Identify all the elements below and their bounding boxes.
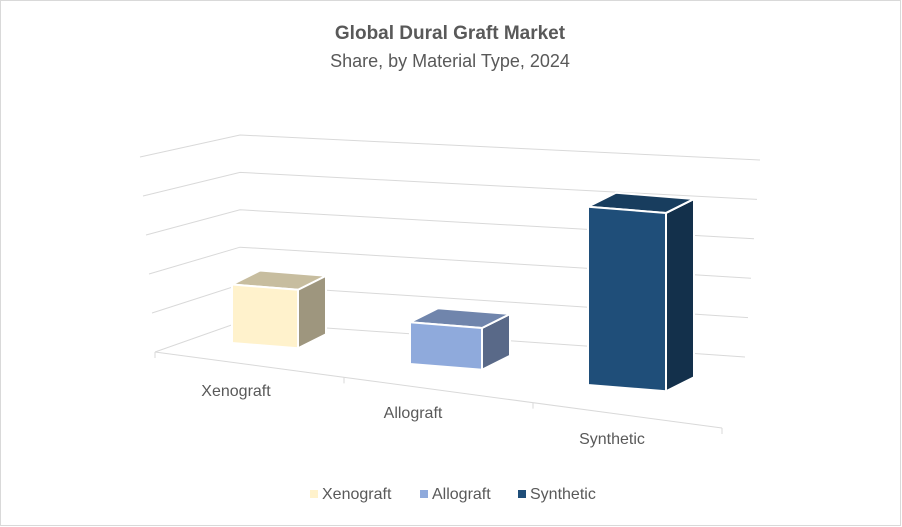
legend-swatch [310,490,318,498]
legend-label: Synthetic [530,486,596,503]
legend-label: Xenograft [322,486,392,503]
chart-subtitle: Share, by Material Type, 2024 [330,51,570,71]
bar-front [231,283,299,350]
bar [587,191,695,393]
x-tick-label: Allograft [384,405,443,422]
legend-swatch [420,490,428,498]
legend-label: Allograft [432,486,491,503]
bar-side [665,197,695,393]
x-axis [154,351,723,429]
bar [231,269,327,350]
grid-line [139,134,761,161]
bar-front [587,205,667,393]
chart-title: Global Dural Graft Market [335,23,566,44]
x-tick-label: Xenograft [201,383,271,400]
legend-swatch [518,490,526,498]
bar-front [409,321,483,371]
grid-line [142,171,758,200]
x-tick-label: Synthetic [579,431,645,448]
grid-line [148,246,752,279]
grid-line [145,209,755,240]
bar [409,307,511,371]
